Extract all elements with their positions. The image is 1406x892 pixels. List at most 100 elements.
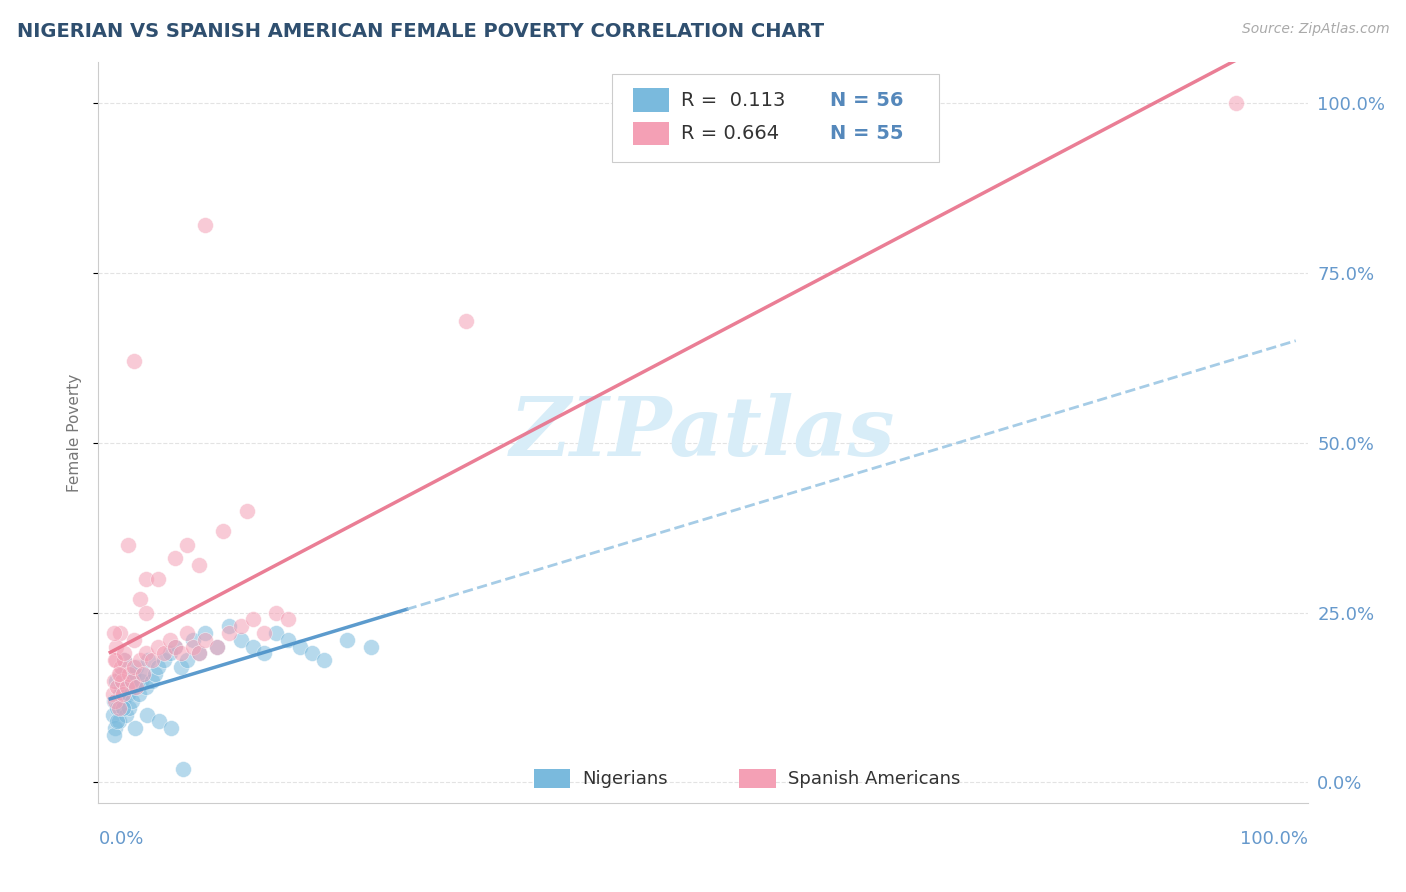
Point: [111, 666, 134, 681]
Text: R =  0.113: R = 0.113: [682, 91, 786, 110]
Point: [288, 640, 311, 654]
Point: [188, 646, 211, 660]
Point: [176, 626, 198, 640]
Point: [235, 504, 257, 518]
Point: [141, 653, 163, 667]
Point: [165, 640, 187, 654]
Point: [135, 681, 157, 695]
Text: Nigerians: Nigerians: [582, 770, 668, 789]
Point: [176, 538, 198, 552]
Point: [135, 646, 157, 660]
Point: [132, 666, 155, 681]
Point: [117, 687, 139, 701]
Point: [141, 673, 163, 688]
Point: [242, 640, 264, 654]
Point: [108, 626, 131, 640]
Point: [114, 707, 136, 722]
Point: [181, 632, 204, 647]
Point: [264, 626, 287, 640]
Point: [253, 626, 276, 640]
Point: [143, 666, 166, 681]
Point: [101, 687, 124, 701]
Bar: [534, 770, 569, 788]
Point: [152, 646, 174, 660]
Point: [112, 700, 135, 714]
Point: [146, 660, 169, 674]
Y-axis label: Female Poverty: Female Poverty: [67, 374, 83, 491]
Point: [172, 762, 194, 776]
Point: [159, 632, 181, 647]
Point: [218, 626, 240, 640]
Point: [242, 612, 264, 626]
Point: [188, 646, 211, 660]
Point: [188, 558, 211, 572]
Point: [205, 640, 228, 654]
Point: [120, 673, 142, 688]
Point: [264, 606, 287, 620]
Point: [170, 660, 193, 674]
Point: [117, 538, 139, 552]
Text: ZIPatlas: ZIPatlas: [510, 392, 896, 473]
Point: [108, 666, 131, 681]
Bar: [633, 88, 669, 112]
Point: [107, 700, 129, 714]
Point: [136, 707, 159, 722]
Point: [360, 640, 382, 654]
Point: [124, 721, 146, 735]
Point: [170, 646, 193, 660]
Point: [148, 714, 170, 729]
Point: [105, 640, 128, 654]
Point: [152, 653, 174, 667]
Point: [454, 313, 477, 327]
Point: [103, 673, 125, 688]
Point: [229, 632, 252, 647]
Point: [122, 681, 145, 695]
Point: [112, 694, 135, 708]
Point: [1225, 96, 1247, 111]
Point: [105, 714, 128, 729]
Point: [194, 219, 217, 233]
Point: [107, 714, 129, 729]
Text: Source: ZipAtlas.com: Source: ZipAtlas.com: [1241, 22, 1389, 37]
Bar: [633, 121, 669, 145]
Point: [181, 640, 204, 654]
Point: [135, 606, 157, 620]
Point: [118, 666, 141, 681]
Point: [107, 666, 129, 681]
Text: N = 55: N = 55: [830, 124, 904, 143]
Point: [115, 681, 138, 695]
Point: [218, 619, 240, 633]
Point: [135, 572, 157, 586]
Point: [104, 694, 127, 708]
Point: [112, 687, 135, 701]
Point: [103, 694, 125, 708]
FancyBboxPatch shape: [613, 73, 939, 162]
Text: 100.0%: 100.0%: [1240, 830, 1308, 847]
Point: [105, 673, 128, 688]
Point: [229, 619, 252, 633]
Point: [336, 632, 359, 647]
Point: [129, 653, 152, 667]
Point: [121, 666, 143, 681]
Point: [159, 646, 181, 660]
Point: [115, 681, 138, 695]
Point: [312, 653, 335, 667]
Text: NIGERIAN VS SPANISH AMERICAN FEMALE POVERTY CORRELATION CHART: NIGERIAN VS SPANISH AMERICAN FEMALE POVE…: [17, 22, 824, 41]
Point: [114, 653, 136, 667]
Point: [103, 626, 125, 640]
Point: [101, 707, 124, 722]
Point: [108, 687, 131, 701]
Point: [122, 632, 145, 647]
Point: [118, 700, 141, 714]
Point: [111, 673, 134, 688]
Point: [122, 354, 145, 368]
Point: [136, 653, 159, 667]
Point: [159, 721, 181, 735]
Point: [114, 653, 136, 667]
Point: [277, 612, 299, 626]
Text: N = 56: N = 56: [830, 91, 904, 110]
Point: [277, 632, 299, 647]
Point: [105, 700, 128, 714]
Point: [125, 660, 148, 674]
Point: [110, 660, 132, 674]
